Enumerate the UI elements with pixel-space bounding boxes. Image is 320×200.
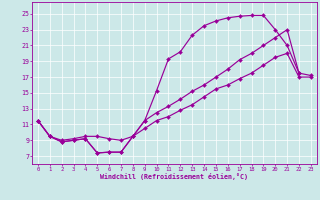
X-axis label: Windchill (Refroidissement éolien,°C): Windchill (Refroidissement éolien,°C) xyxy=(100,173,248,180)
